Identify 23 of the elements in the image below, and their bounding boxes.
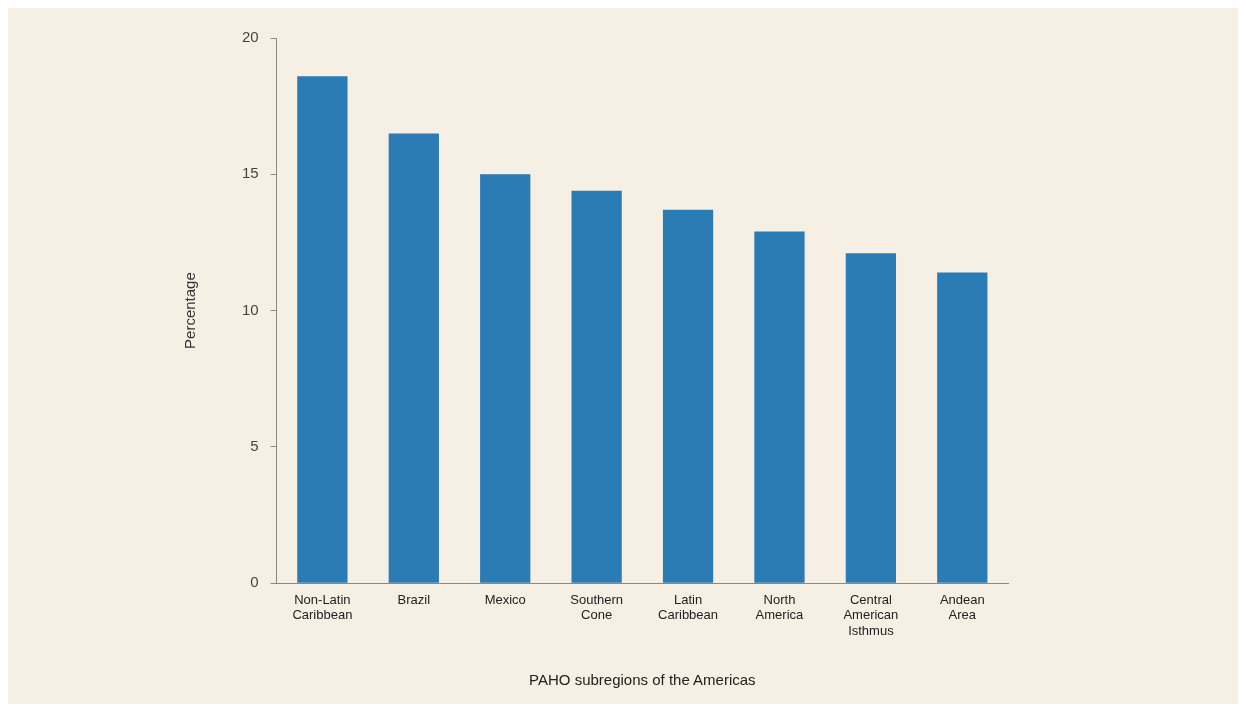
y-tick-label: 10 — [242, 300, 259, 318]
y-tick-label: 0 — [250, 573, 259, 591]
x-tick-label: North America — [755, 591, 805, 623]
x-tick-label: Central American Isthmus — [843, 591, 899, 638]
bar — [480, 174, 531, 583]
x-axis-title: PAHO subregions of the Americas — [529, 671, 756, 689]
x-tick-label: Brazil — [397, 591, 431, 607]
bar — [571, 190, 622, 583]
x-tick-label: Mexico — [484, 591, 526, 607]
x-tick-label: Andean Area — [939, 591, 985, 623]
y-tick-label: 15 — [242, 164, 259, 182]
x-tick-label: Southern Cone — [570, 591, 624, 623]
bar — [845, 253, 897, 583]
y-tick-label: 20 — [242, 28, 259, 46]
y-tick-label: 5 — [250, 437, 259, 455]
bar — [754, 231, 805, 583]
x-tick-label: Latin Caribbean — [658, 591, 719, 623]
bar — [662, 209, 714, 583]
bar — [937, 272, 988, 583]
bar — [297, 76, 348, 583]
x-tick-label: Non-Latin Caribbean — [292, 591, 353, 623]
bar — [388, 133, 439, 583]
y-axis-title: Percentage — [181, 272, 199, 349]
